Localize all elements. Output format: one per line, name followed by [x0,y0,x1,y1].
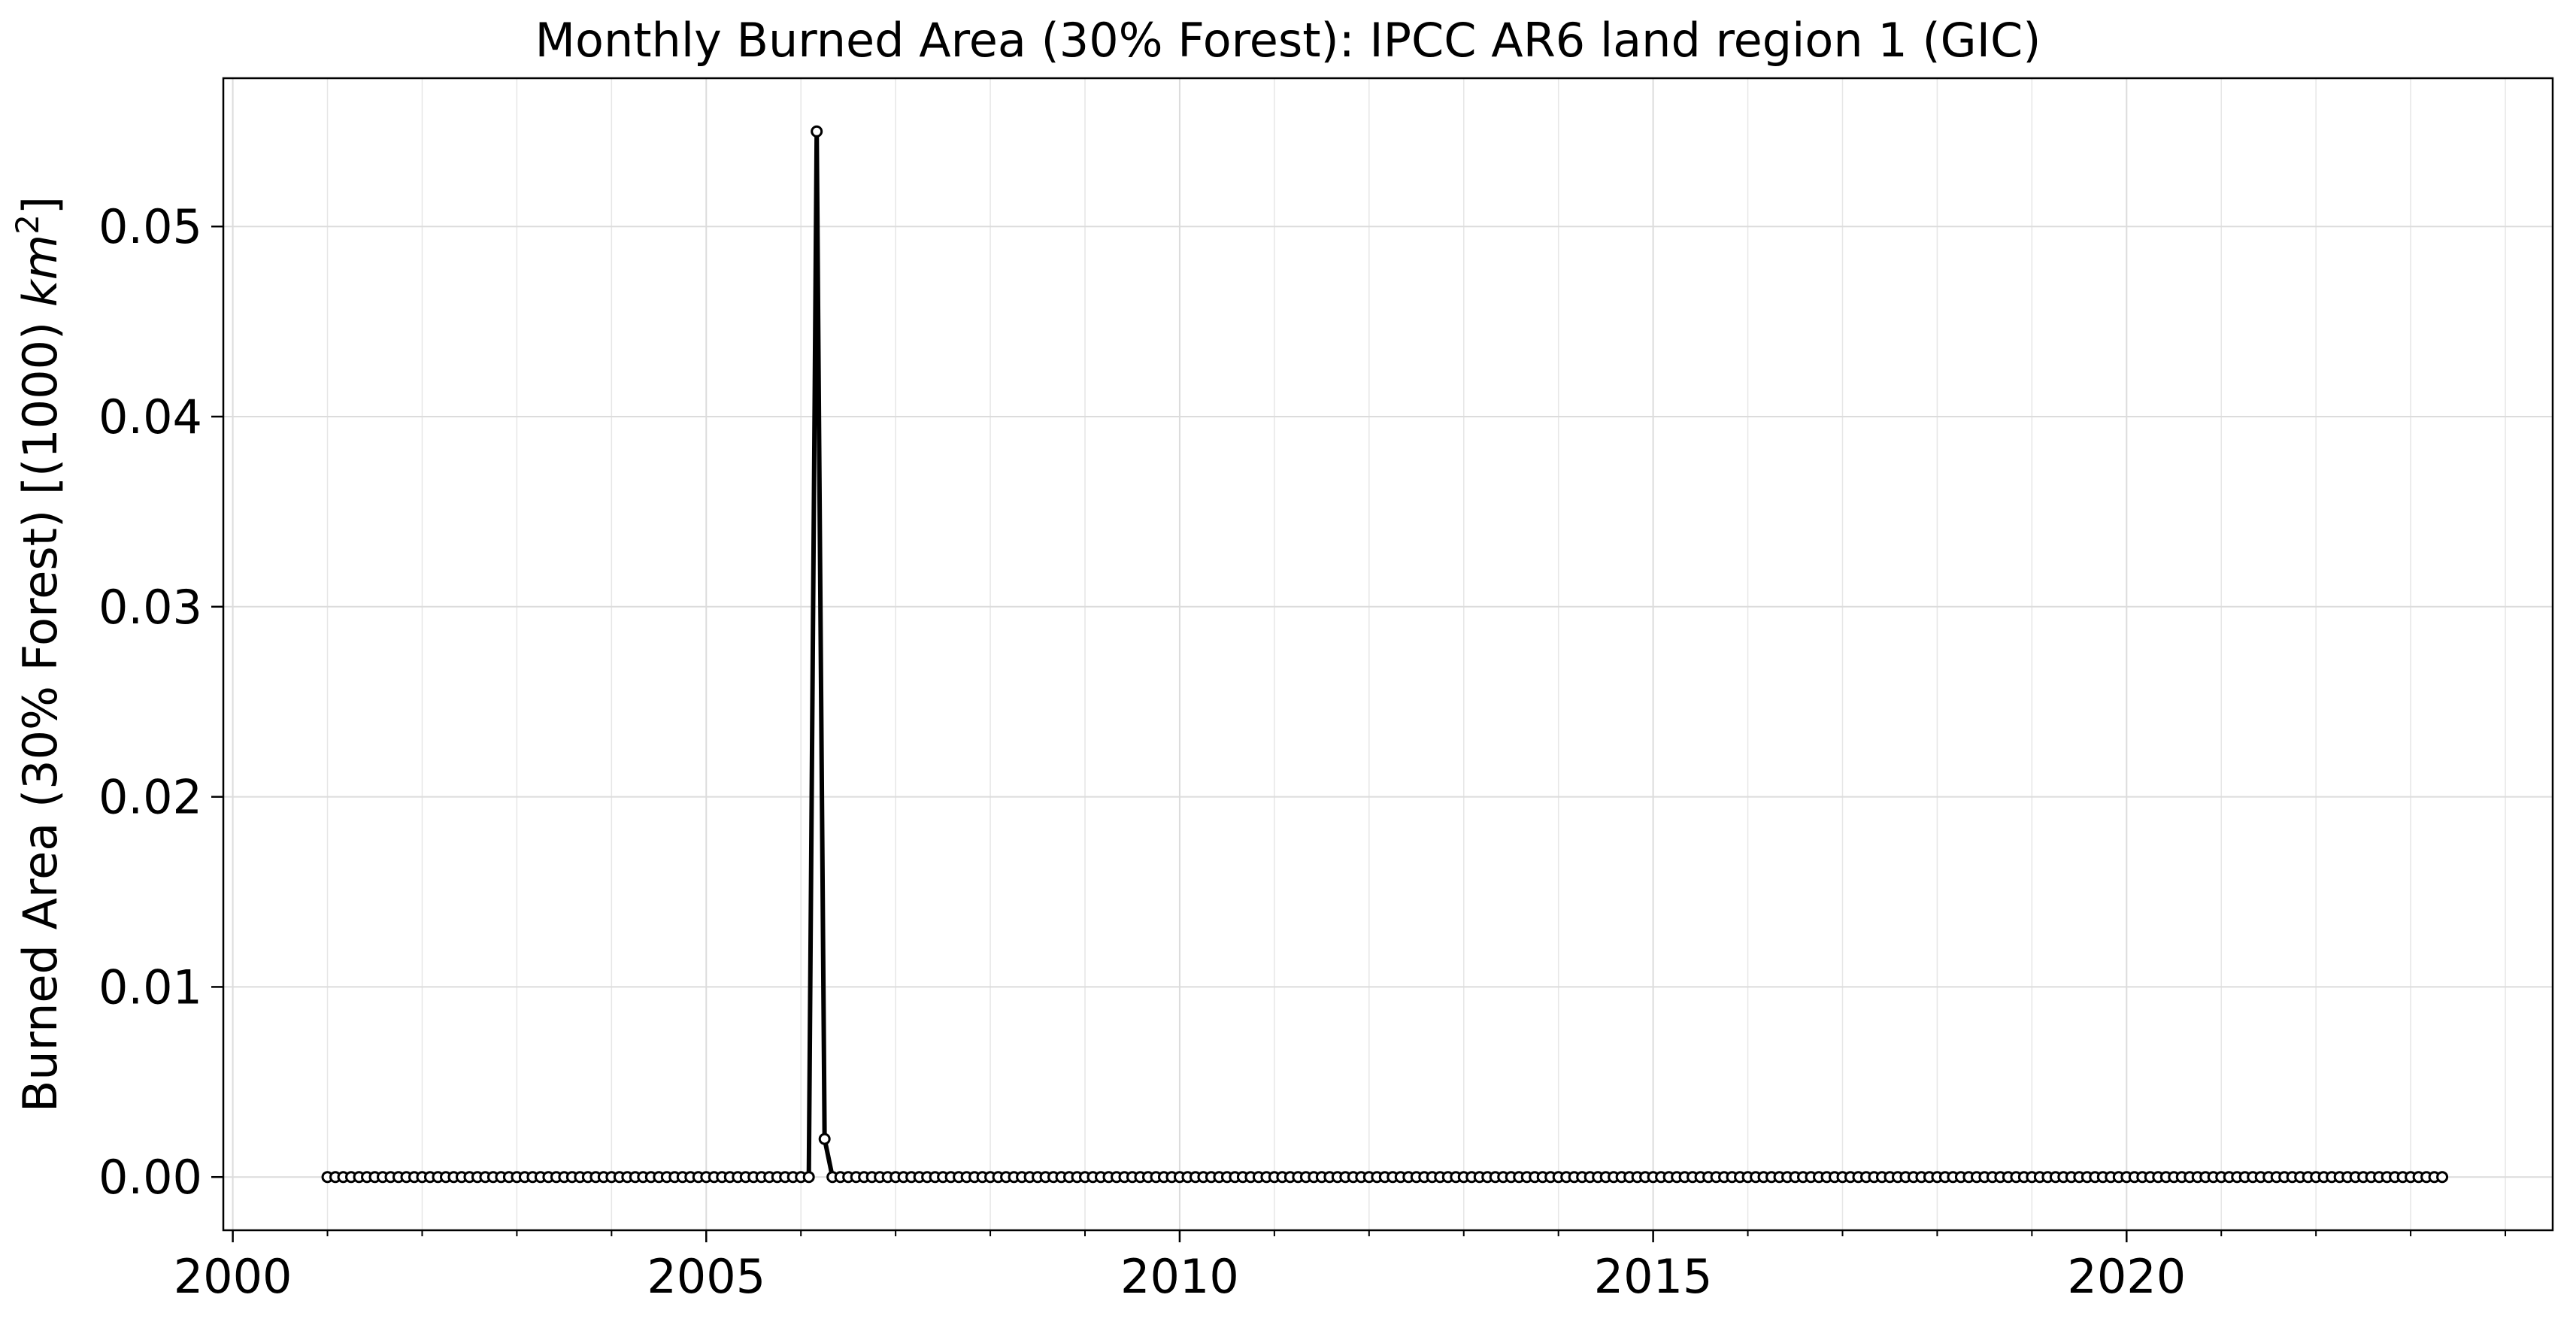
y-tick-label: 0.02 [98,770,202,825]
data-point [2436,1171,2449,1184]
series-line [327,129,2443,1180]
x-tick-label: 2000 [174,1249,292,1304]
x-tick-label: 2005 [647,1249,765,1304]
y-axis-label-close: ] [13,196,68,214]
data-point [802,1171,815,1184]
y-axis-label-main: Burned Area (30% Forest) [(1000) [13,307,68,1112]
chart-title: Monthly Burned Area (30% Forest): IPCC A… [535,13,2041,68]
x-tick-label: 2010 [1120,1249,1239,1304]
plot-frame [222,77,2554,1232]
y-tick-label: 0.04 [98,390,202,444]
x-tick-label: 2015 [1594,1249,1713,1304]
data-point [811,125,823,138]
y-axis-label-unit: km [13,235,68,307]
y-tick-label: 0.01 [98,960,202,1014]
y-tick-label: 0.03 [98,580,202,635]
x-axis-ticks: 2000 2005 2010 2015 2020 [174,1230,2186,1304]
data-series [321,125,2449,1184]
y-axis-label-exponent: 2 [9,214,46,235]
grid-lines [223,78,2553,1230]
x-tick-label: 2020 [2067,1249,2186,1304]
data-point [818,1132,831,1145]
y-axis-label: Burned Area (30% Forest) [(1000) km2] [9,196,68,1112]
y-tick-label: 0.05 [98,199,202,254]
y-axis-ticks: 0.00 0.01 0.02 0.03 0.04 0.05 [98,199,223,1205]
y-tick-label: 0.00 [98,1150,202,1205]
